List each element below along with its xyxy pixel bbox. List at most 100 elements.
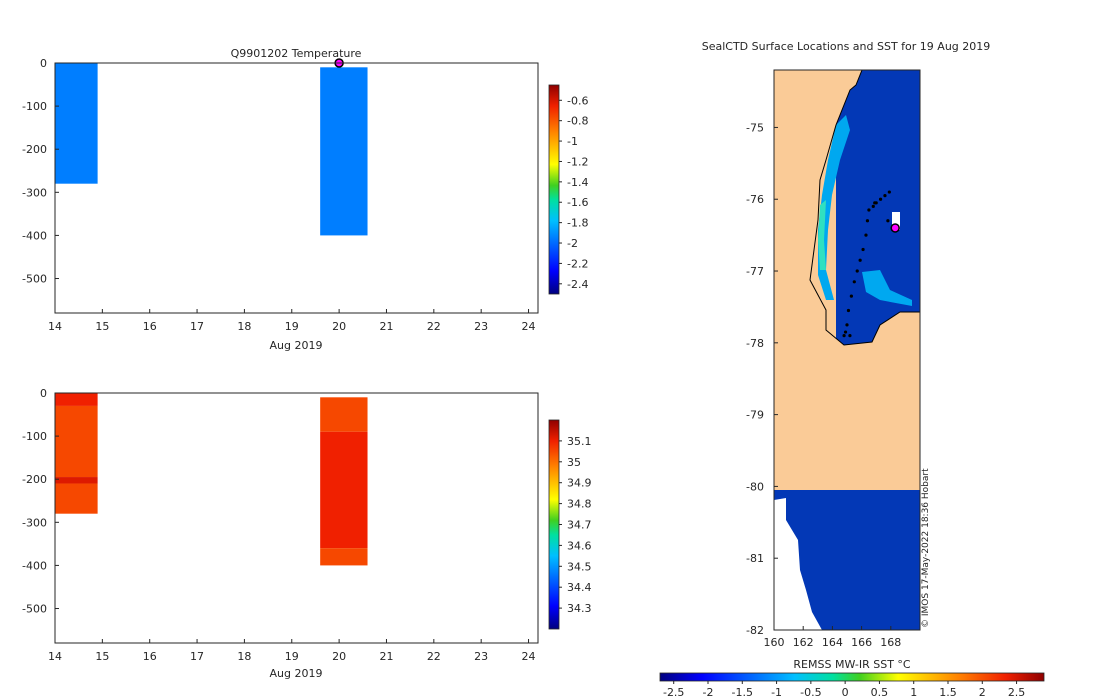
track-point — [846, 308, 851, 313]
track-point — [845, 323, 849, 327]
map-x-tick-label: 166 — [851, 636, 872, 649]
sst-colorbar — [659, 672, 1045, 682]
x-tick-label: 17 — [190, 650, 204, 663]
colorbar-tick-label: -1.4 — [567, 176, 588, 189]
track-point — [842, 334, 846, 338]
temperature-x-label: Aug 2019 — [270, 339, 323, 352]
x-tick-label: 20 — [332, 320, 346, 333]
y-tick-label: -300 — [22, 186, 47, 199]
x-tick-label: 18 — [237, 650, 251, 663]
x-tick-label: 23 — [474, 650, 488, 663]
map-y-tick-label: -78 — [746, 337, 764, 350]
map-x-tick-label: 168 — [880, 636, 901, 649]
temperature-axes-box — [54, 62, 539, 314]
x-tick-label: 16 — [143, 320, 157, 333]
colorbar-tick-label: -2 — [567, 237, 578, 250]
x-tick-label: 20 — [332, 650, 346, 663]
profile-1-layer-0 — [320, 67, 368, 236]
no-data-patch — [892, 212, 900, 230]
salinity-profiles — [55, 393, 368, 566]
map-x-ticks: 160 162 164 166 168 — [764, 626, 901, 649]
colorbar-tick-label: 34.6 — [567, 539, 592, 552]
colorbar-tick-label: -0.8 — [567, 115, 588, 128]
sst-colorbar-tick-label: 0 — [842, 686, 849, 699]
map-y-ticks: -75 -76 -77 -78 -79 -80 -81 -82 — [746, 121, 778, 637]
no-data-south — [774, 498, 822, 630]
x-tick-label: 24 — [522, 320, 536, 333]
map-x-tick-label: 160 — [764, 636, 785, 649]
colorbar-tick-label: -1.8 — [567, 217, 588, 230]
salinity-y-ticks: 0 -100 -200 -300 -400 -500 — [22, 387, 59, 616]
colorbar-tick-label: 34.7 — [567, 519, 592, 532]
colorbar-tick-label: -0.6 — [567, 94, 588, 107]
y-tick-label: -500 — [22, 603, 47, 616]
map-area — [773, 69, 921, 631]
x-tick-label: 15 — [95, 650, 109, 663]
map-y-tick-label: -82 — [746, 624, 764, 637]
sst-colorbar-tick-label: 1 — [910, 686, 917, 699]
track-point — [861, 247, 865, 252]
map-current-position — [890, 223, 900, 233]
profile-0-layer-0 — [55, 393, 98, 406]
y-tick-label: -200 — [22, 143, 47, 156]
profile-0-layer-0 — [55, 63, 98, 184]
land-north-tip — [850, 70, 862, 90]
y-tick-label: 0 — [40, 57, 47, 70]
colorbar-tick-label: 34.3 — [567, 602, 592, 615]
sst-colorbar-tick-label: -2.5 — [663, 686, 684, 699]
x-tick-label: 21 — [379, 650, 393, 663]
x-tick-label: 22 — [427, 650, 441, 663]
x-tick-label: 19 — [285, 650, 299, 663]
map-y-tick-label: -75 — [746, 121, 764, 134]
track-point — [886, 219, 890, 223]
x-tick-label: 23 — [474, 320, 488, 333]
colorbar-tick-label: 35.1 — [567, 435, 592, 448]
track-point — [871, 204, 875, 209]
x-tick-label: 14 — [48, 650, 62, 663]
colorbar-tick-label: -2.2 — [567, 257, 588, 270]
y-tick-label: -300 — [22, 516, 47, 529]
map-title: SealCTD Surface Locations and SST for 19… — [702, 40, 991, 53]
track-point — [843, 330, 848, 334]
y-tick-label: 0 — [40, 387, 47, 400]
profile-1-layer-2 — [320, 548, 368, 566]
track-point — [867, 208, 871, 212]
imos-watermark: © IMOS 17-May-2022 18:36 Hobart — [921, 468, 931, 628]
x-tick-label: 21 — [379, 320, 393, 333]
coastal-colder-water — [818, 200, 826, 270]
y-tick-label: -100 — [22, 100, 47, 113]
track-point — [873, 201, 877, 205]
temperature-profiles — [55, 63, 368, 236]
x-tick-label: 17 — [190, 320, 204, 333]
map-axes-box — [773, 69, 921, 631]
x-tick-label: 19 — [285, 320, 299, 333]
colorbar-tick-label: -1.6 — [567, 196, 588, 209]
salinity-x-label: Aug 2019 — [270, 667, 323, 680]
map-y-tick-label: -80 — [746, 480, 764, 493]
y-tick-label: -400 — [22, 229, 47, 242]
sst-colorbar-tick-label: 0.5 — [871, 686, 889, 699]
track-point — [849, 294, 853, 298]
profile-1-layer-0 — [320, 397, 368, 432]
colorbar-tick-label: 34.9 — [567, 477, 592, 490]
track-point — [848, 334, 852, 338]
temperature-colorbar-ticks: -0.6 -0.8 -1 -1.2 -1.4 -1.6 -1.8 -2 -2.2 -2.4 — [559, 94, 588, 291]
colorbar-tick-label: 34.8 — [567, 498, 592, 511]
sst-colorbar-tick-label: -1 — [771, 686, 782, 699]
coastal-cold-water — [818, 115, 850, 300]
map-x-tick-label: 162 — [793, 636, 814, 649]
map-y-tick-label: -77 — [746, 265, 764, 278]
temperature-title: Q9901202 Temperature — [231, 47, 362, 60]
salinity-colorbar-ticks: 35.1 35 34.9 34.8 34.7 34.6 34.5 34.4 34.3 — [559, 435, 592, 615]
profile-0-layer-3 — [55, 483, 98, 514]
sst-map-panel: SealCTD Surface Locations and SST for 19… — [659, 40, 1045, 699]
sst-colorbar-ticks: -2.5 -2 -1.5 -1 -0.5 0 0.5 1 1.5 2 2.5 — [663, 681, 1025, 699]
colorbar-tick-label: 34.5 — [567, 560, 592, 573]
colorbar-tick-label: 35 — [567, 456, 581, 469]
track-point — [865, 219, 870, 223]
profile-0-layer-2 — [55, 477, 98, 484]
x-tick-label: 22 — [427, 320, 441, 333]
ice-edge-water — [862, 270, 912, 306]
x-tick-label: 15 — [95, 320, 109, 333]
